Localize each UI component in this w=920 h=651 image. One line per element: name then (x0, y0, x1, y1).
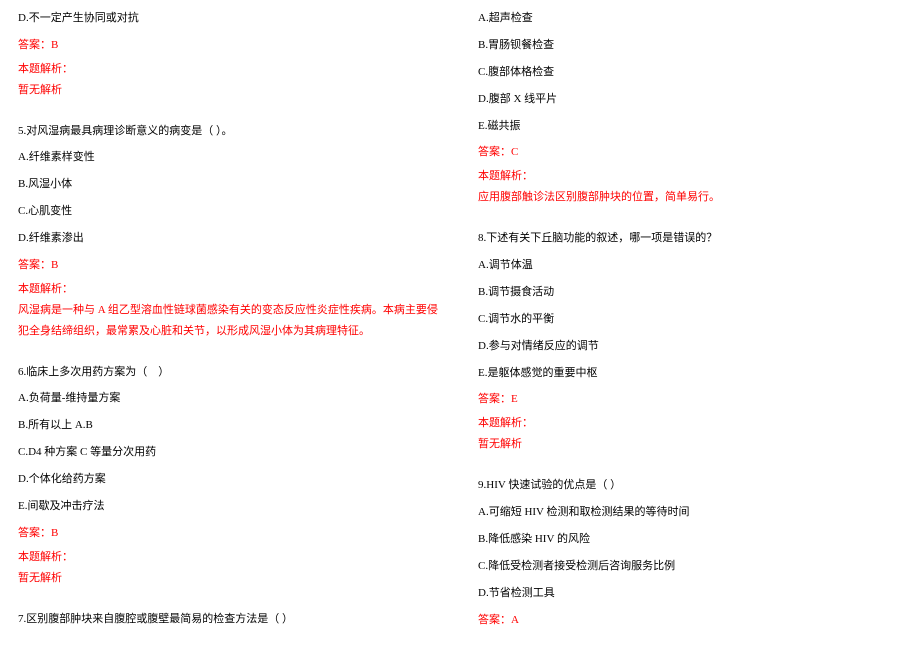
option-d: D.个体化给药方案 (18, 469, 442, 490)
option-a: A.超声检查 (478, 8, 902, 29)
question-7-title: 7.区别腹部肿块来自腹腔或腹壁最简易的检查方法是（ ） (18, 609, 442, 630)
analysis-block: 本题解析： 风湿病是一种与 A 组乙型溶血性链球菌感染有关的变态反应性炎症性疾病… (18, 279, 442, 342)
question-title: 5.对风湿病最具病理诊断意义的病变是（ ）。 (18, 121, 442, 142)
right-column: A.超声检查 B.胃肠钡餐检查 C.腹部体格检查 D.腹部 X 线平片 E.磁共… (460, 8, 920, 643)
question-6: 6.临床上多次用药方案为（ ） A.负荷量-维持量方案 B.所有以上 A.B C… (18, 362, 442, 589)
option-c: C.腹部体格检查 (478, 62, 902, 83)
question-7-options: A.超声检查 B.胃肠钡餐检查 C.腹部体格检查 D.腹部 X 线平片 E.磁共… (478, 8, 902, 208)
option-b: B.降低感染 HIV 的风险 (478, 529, 902, 550)
option-c: C.D4 种方案 C 等量分次用药 (18, 442, 442, 463)
analysis-content: 暂无解析 (18, 568, 442, 589)
option-c: C.心肌变性 (18, 201, 442, 222)
option-a: A.负荷量-维持量方案 (18, 388, 442, 409)
option-d: D.参与对情绪反应的调节 (478, 336, 902, 357)
answer-text: 答案：B (18, 255, 442, 276)
answer-text: 答案：A (478, 610, 902, 631)
option-e: E.间歇及冲击疗法 (18, 496, 442, 517)
analysis-content: 暂无解析 (18, 80, 442, 101)
analysis-block: 本题解析： 暂无解析 (478, 413, 902, 455)
left-column: D.不一定产生协同或对抗 答案：B 本题解析： 暂无解析 5.对风湿病最具病理诊… (0, 8, 460, 643)
option-d: D.腹部 X 线平片 (478, 89, 902, 110)
analysis-content: 暂无解析 (478, 434, 902, 455)
analysis-content: 应用腹部触诊法区别腹部肿块的位置，简单易行。 (478, 187, 902, 208)
question-title: 7.区别腹部肿块来自腹腔或腹壁最简易的检查方法是（ ） (18, 609, 442, 630)
question-5: 5.对风湿病最具病理诊断意义的病变是（ ）。 A.纤维素样变性 B.风湿小体 C… (18, 121, 442, 342)
option-d: D.不一定产生协同或对抗 (18, 8, 442, 29)
analysis-label: 本题解析： (478, 413, 902, 434)
question-title: 6.临床上多次用药方案为（ ） (18, 362, 442, 383)
option-e: E.是躯体感觉的重要中枢 (478, 363, 902, 384)
option-e: E.磁共振 (478, 116, 902, 137)
analysis-block: 本题解析： 暂无解析 (18, 547, 442, 589)
option-c: C.调节水的平衡 (478, 309, 902, 330)
analysis-block: 本题解析： 暂无解析 (18, 59, 442, 101)
analysis-content: 风湿病是一种与 A 组乙型溶血性链球菌感染有关的变态反应性炎症性疾病。本病主要侵… (18, 300, 442, 342)
analysis-label: 本题解析： (478, 166, 902, 187)
option-b: B.胃肠钡餐检查 (478, 35, 902, 56)
option-b: B.调节摄食活动 (478, 282, 902, 303)
answer-text: 答案：B (18, 35, 442, 56)
answer-text: 答案：E (478, 389, 902, 410)
question-4-partial: D.不一定产生协同或对抗 答案：B 本题解析： 暂无解析 (18, 8, 442, 101)
analysis-block: 本题解析： 应用腹部触诊法区别腹部肿块的位置，简单易行。 (478, 166, 902, 208)
question-9: 9.HIV 快速试验的优点是（ ） A.可缩短 HIV 检测和取检测结果的等待时… (478, 475, 902, 630)
analysis-label: 本题解析： (18, 59, 442, 80)
question-8: 8.下述有关下丘脑功能的叙述，哪一项是错误的？ A.调节体温 B.调节摄食活动 … (478, 228, 902, 455)
analysis-label: 本题解析： (18, 547, 442, 568)
option-c: C.降低受检测者接受检测后咨询服务比例 (478, 556, 902, 577)
analysis-label: 本题解析： (18, 279, 442, 300)
option-b: B.所有以上 A.B (18, 415, 442, 436)
option-d: D.节省检测工具 (478, 583, 902, 604)
option-b: B.风湿小体 (18, 174, 442, 195)
question-title: 9.HIV 快速试验的优点是（ ） (478, 475, 902, 496)
option-a: A.可缩短 HIV 检测和取检测结果的等待时间 (478, 502, 902, 523)
answer-text: 答案：C (478, 142, 902, 163)
option-d: D.纤维素渗出 (18, 228, 442, 249)
option-a: A.调节体温 (478, 255, 902, 276)
option-a: A.纤维素样变性 (18, 147, 442, 168)
answer-text: 答案：B (18, 523, 442, 544)
question-title: 8.下述有关下丘脑功能的叙述，哪一项是错误的？ (478, 228, 902, 249)
